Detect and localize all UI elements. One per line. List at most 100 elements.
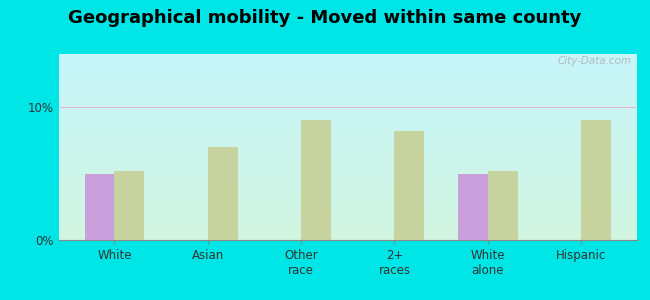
Bar [58,129,637,130]
Bar [58,62,637,63]
Bar [58,92,637,93]
Bar [58,100,637,101]
Bar [58,179,637,181]
Bar [58,120,637,121]
Bar [58,169,637,170]
Bar [58,158,637,159]
Bar [58,153,637,154]
Bar [58,163,637,164]
Bar [208,147,238,240]
Bar [58,115,637,116]
Bar [58,206,637,208]
Bar [58,55,637,56]
Bar [58,221,637,222]
Bar [58,233,637,234]
Bar [58,165,637,166]
Bar [58,220,637,221]
Bar [58,86,637,88]
Bar [58,162,637,163]
Bar [58,204,637,205]
Bar [58,70,637,71]
Bar [58,195,637,196]
Bar [58,111,637,112]
Bar [58,217,637,218]
Bar [58,61,637,62]
Bar [58,227,637,228]
Bar [58,187,637,188]
Bar [58,128,637,129]
Bar [58,64,637,65]
Bar [58,156,637,157]
Bar [58,119,637,120]
Bar [58,214,637,215]
Bar [58,237,637,238]
Bar [58,88,637,89]
Bar [58,79,637,80]
Bar [58,190,637,191]
Bar [58,74,637,75]
Bar [58,176,637,177]
Bar [58,101,637,102]
Bar [58,122,637,123]
Bar [58,80,637,81]
Bar [58,238,637,239]
Bar [58,186,637,187]
Bar [58,230,637,231]
Bar [58,231,637,232]
Bar [58,191,637,192]
Bar [58,223,637,224]
Bar [58,196,637,197]
Bar [58,208,637,209]
Bar [58,203,637,204]
Bar [488,171,517,240]
Bar [58,142,637,143]
Bar [581,120,611,240]
Bar [58,116,637,117]
Bar [58,125,637,126]
Bar [58,150,637,151]
Bar [58,137,637,138]
Bar [58,181,637,182]
Bar [58,215,637,216]
Bar [58,201,637,202]
Bar [58,67,637,68]
Bar [58,90,637,91]
Bar [58,145,637,146]
Bar [114,171,144,240]
Bar [58,76,637,77]
Bar [58,98,637,99]
Bar [58,100,637,101]
Bar [58,73,637,74]
Text: City-Data.com: City-Data.com [557,56,631,66]
Bar [58,183,637,184]
Bar [58,66,637,67]
Bar [58,104,637,105]
Bar [58,85,637,86]
Bar [58,172,637,173]
Bar [58,127,637,128]
Bar [58,229,637,230]
Bar [58,149,637,150]
Bar [58,216,637,217]
Bar [58,171,637,172]
Bar [58,140,637,141]
Bar [58,202,637,203]
Bar [58,71,637,72]
Bar [58,82,637,83]
Bar [58,141,637,142]
Bar [58,95,637,96]
Bar [58,155,637,156]
Bar [58,118,637,119]
Bar [58,77,637,78]
Bar [301,120,331,240]
Bar [58,135,637,136]
Bar [58,57,637,58]
Bar [58,151,637,152]
Text: Geographical mobility - Moved within same county: Geographical mobility - Moved within sam… [68,9,582,27]
Bar [58,148,637,149]
Bar [58,63,637,64]
Bar [58,219,637,220]
Bar [58,224,637,225]
Bar [58,143,637,144]
Bar [58,124,637,125]
